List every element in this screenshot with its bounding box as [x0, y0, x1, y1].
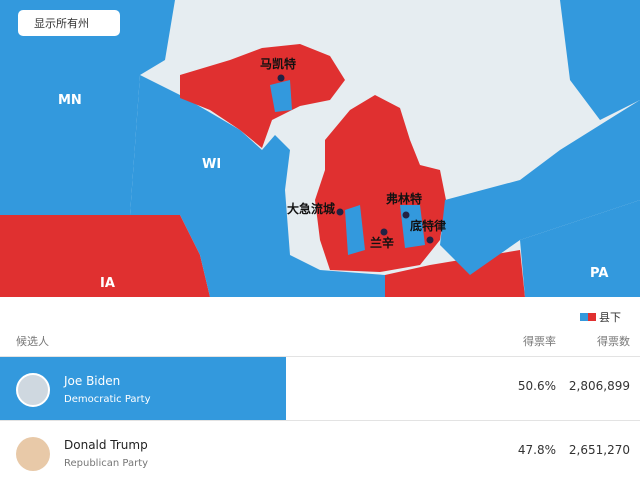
header: 候选人	[16, 335, 49, 348]
candidate-name: Donald Trump	[64, 438, 148, 452]
state-label: MN	[58, 93, 82, 108]
candidate-name: Joe Biden	[64, 374, 121, 388]
state-label: PA	[590, 266, 608, 281]
city-label: 底特律	[410, 218, 446, 233]
party: Democratic Party	[64, 394, 151, 405]
avatar	[16, 373, 50, 407]
city-dot	[336, 208, 344, 216]
city-dot	[380, 228, 388, 236]
region-ne	[560, 0, 640, 120]
state-mi-up	[180, 44, 345, 148]
candidate-row[interactable]: Donald Trump Republican Party 47.8% 2,65…	[0, 420, 640, 485]
show-all-button[interactable]	[18, 10, 120, 36]
state-wi	[130, 75, 290, 255]
legend-label: 县下	[599, 311, 621, 324]
vote-pct: 47.8%	[517, 443, 556, 457]
header: 得票率	[523, 335, 556, 348]
state-label: WI	[202, 157, 221, 172]
state-oh	[385, 250, 525, 297]
map: 显示所有州 MN WI IA PA 马凯特 大急流城 弗林特 底特律 兰辛	[0, 0, 640, 297]
state-pa	[520, 200, 640, 297]
city-dot	[277, 74, 285, 82]
county-blue	[345, 205, 365, 255]
legend-swatch	[580, 313, 588, 321]
vote-count: 2,806,899	[568, 379, 630, 393]
vote-pct: 50.6%	[517, 379, 556, 393]
button-label[interactable]: 显示所有州	[34, 16, 89, 30]
city-label: 弗林特	[386, 191, 422, 206]
state-label: IA	[100, 276, 115, 291]
party: Republican Party	[64, 458, 149, 469]
state-ia	[0, 215, 210, 297]
header: 得票数	[597, 335, 630, 348]
state-mn	[0, 0, 175, 215]
avatar	[16, 437, 50, 471]
legend-swatch	[588, 313, 596, 321]
state-on	[440, 100, 640, 275]
city-label: 兰辛	[370, 235, 394, 250]
legend: 县下	[580, 309, 621, 325]
state-il	[200, 255, 385, 297]
city-dot	[426, 236, 434, 244]
city-dot	[402, 211, 410, 219]
candidate-row[interactable]: Joe Biden Democratic Party 50.6% 2,806,8…	[0, 356, 640, 421]
city-label: 马凯特	[260, 56, 296, 71]
vote-count: 2,651,270	[568, 443, 630, 457]
county-blue	[270, 80, 292, 112]
city-label: 大急流城	[287, 201, 335, 216]
